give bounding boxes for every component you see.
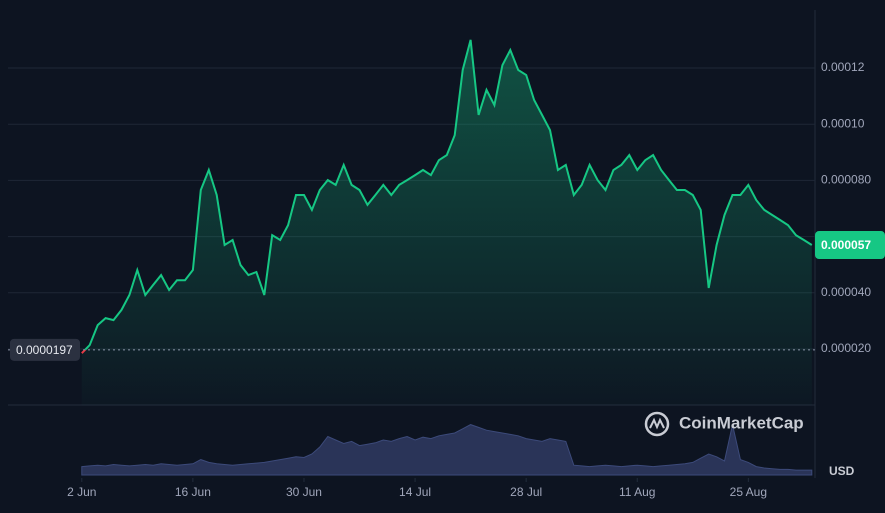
- volume-area: [81, 424, 813, 476]
- open-price-label: 0.0000197: [16, 343, 73, 357]
- x-tick-label: 30 Jun: [286, 485, 322, 499]
- y-tick-label: 0.000080: [821, 173, 871, 187]
- x-tick-label: 11 Aug: [619, 485, 655, 499]
- watermark-text: CoinMarketCap: [679, 413, 804, 432]
- currency-label: USD: [829, 464, 855, 478]
- y-tick-label: 0.000020: [821, 341, 871, 355]
- watermark: CoinMarketCap: [644, 411, 804, 437]
- x-tick-label: 25 Aug: [730, 485, 767, 499]
- y-tick-label: 0.00012: [821, 60, 865, 74]
- last-price-label: 0.000057: [821, 238, 871, 252]
- x-tick-label: 28 Jul: [510, 485, 542, 499]
- price-line: [83, 39, 813, 350]
- last-price-tag: [815, 231, 885, 260]
- x-tick-label: 14 Jul: [399, 485, 431, 499]
- open-price-tag: [10, 338, 80, 361]
- y-tick-label: 0.00010: [821, 116, 865, 130]
- x-tick-label: 2 Jun: [67, 485, 96, 499]
- y-tick-label: 0.000040: [821, 285, 871, 299]
- price-area: [81, 39, 812, 406]
- logo-mark: [649, 417, 665, 430]
- logo: [644, 411, 670, 437]
- x-tick-label: 16 Jun: [175, 485, 211, 499]
